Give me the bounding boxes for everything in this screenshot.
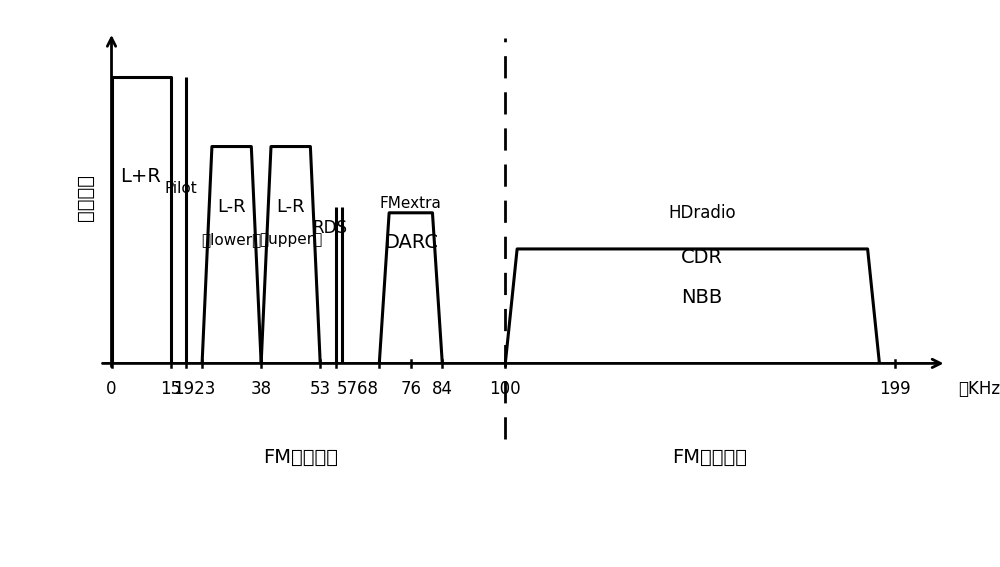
Text: DARC: DARC [384,234,438,252]
Text: 15: 15 [160,380,181,398]
Text: FMextra: FMextra [380,196,442,211]
Text: FM带内频率: FM带内频率 [263,448,338,467]
Text: 84: 84 [432,380,453,398]
Text: NBB: NBB [682,287,723,307]
Text: HDradio: HDradio [668,204,736,222]
Text: （upper）: （upper） [259,232,322,247]
Text: 199: 199 [879,380,911,398]
Text: 53: 53 [310,380,331,398]
Text: Pilot: Pilot [164,181,197,196]
Text: 38: 38 [251,380,272,398]
Text: 频谱幅度: 频谱幅度 [76,174,95,221]
Text: 1923: 1923 [173,380,215,398]
Text: 100: 100 [489,380,521,398]
Text: 5768: 5768 [337,380,379,398]
Text: 76: 76 [400,380,421,398]
Text: （lower）: （lower） [201,232,262,247]
Text: L-R: L-R [276,198,305,216]
Text: （KHz）: （KHz） [958,380,1000,398]
Text: L-R: L-R [217,198,246,216]
Text: 0: 0 [106,380,117,398]
Text: RDS: RDS [313,219,348,237]
Text: L+R: L+R [121,167,161,186]
Text: FM带外频率: FM带外频率 [673,448,748,467]
Text: CDR: CDR [681,248,723,268]
